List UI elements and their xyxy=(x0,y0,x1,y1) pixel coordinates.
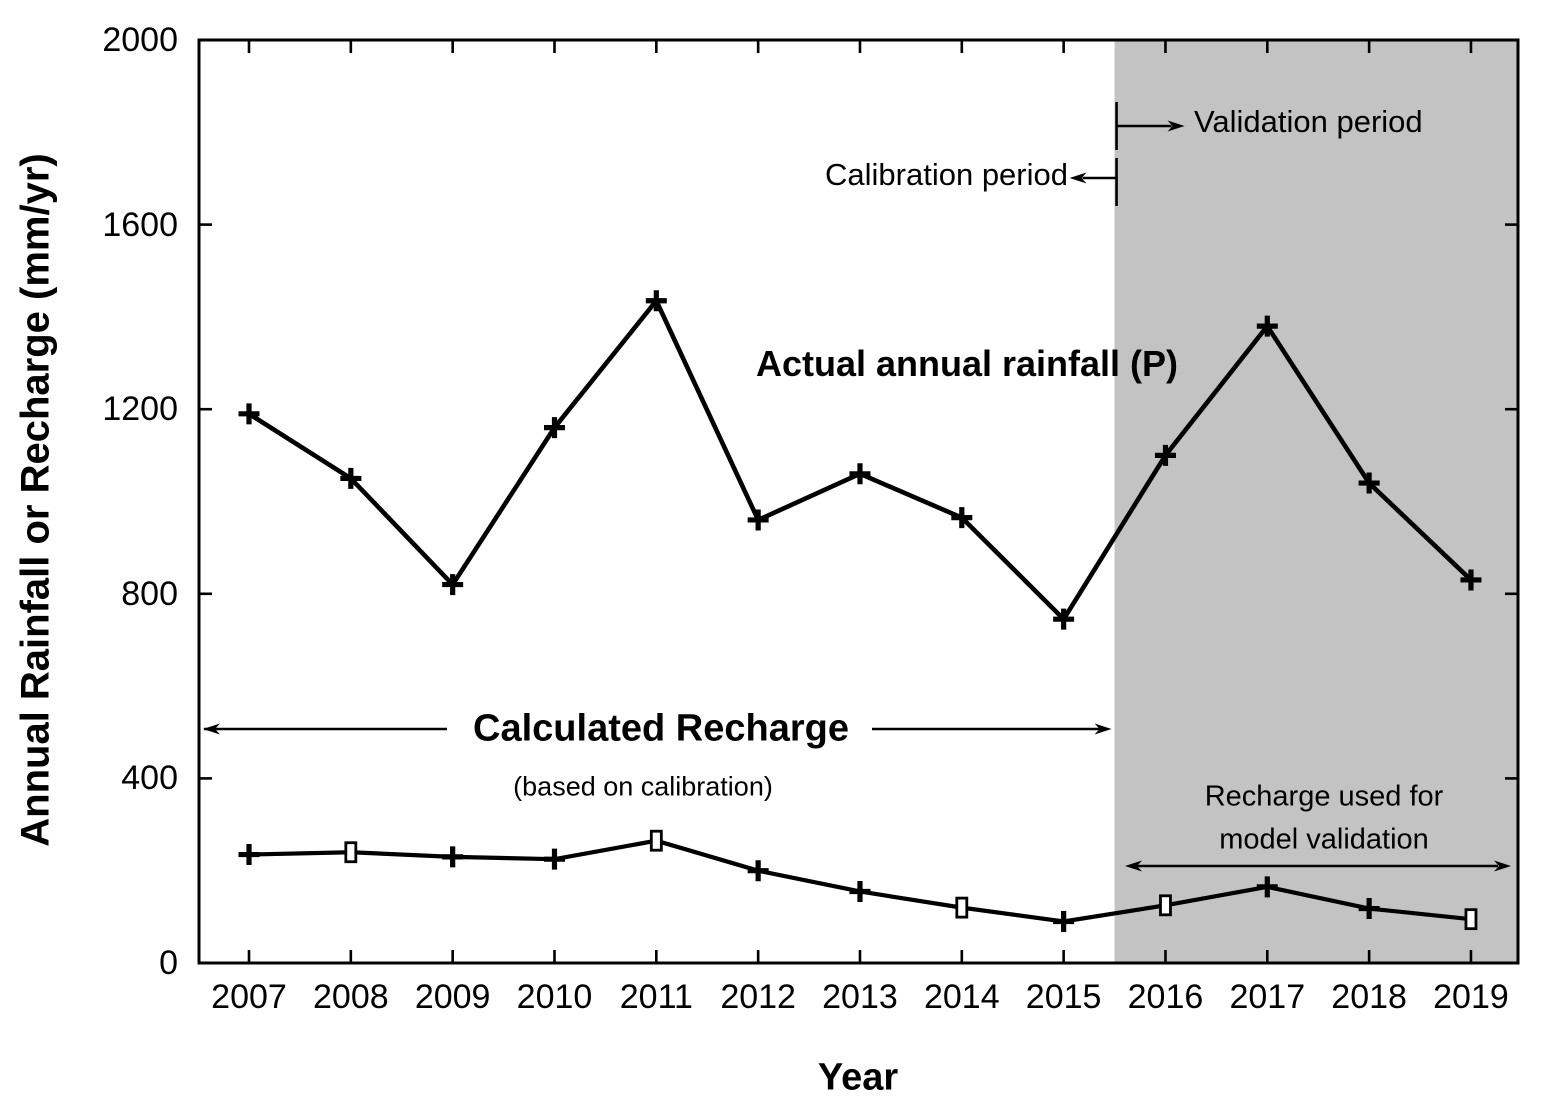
y-tick-label: 400 xyxy=(121,759,178,798)
data-point-marker-open xyxy=(649,829,663,852)
y-tick-label: 1600 xyxy=(102,205,178,244)
data-point-marker-plus xyxy=(543,848,565,870)
data-point-marker-plus xyxy=(1053,910,1075,932)
validation-shaded-region xyxy=(1114,40,1518,963)
x-tick-label: 2015 xyxy=(1025,978,1102,1016)
data-point-marker-plus xyxy=(645,290,667,312)
x-tick-label: 2011 xyxy=(619,978,693,1016)
data-point-marker-plus xyxy=(951,507,973,529)
data-point-marker-plus xyxy=(340,467,362,489)
data-point-marker-plus xyxy=(1154,444,1176,466)
x-tick-label: 2013 xyxy=(822,978,898,1016)
data-point-marker-plus xyxy=(747,509,769,531)
data-point-marker-open xyxy=(955,896,969,919)
data-point-marker-plus xyxy=(238,403,260,425)
x-tick-label: 2016 xyxy=(1127,978,1204,1016)
x-tick-label: 2014 xyxy=(923,978,1000,1016)
data-point-marker-plus xyxy=(442,574,464,596)
x-tick-label: 2018 xyxy=(1331,978,1407,1016)
data-point-marker-plus xyxy=(849,463,871,485)
plot-frame xyxy=(197,38,1520,965)
data-point-marker-plus xyxy=(747,860,769,882)
data-point-marker-plus xyxy=(1358,472,1380,494)
x-tick-label: 2007 xyxy=(211,978,287,1016)
y-tick-label: 0 xyxy=(159,944,178,982)
data-point-marker-open xyxy=(1464,908,1478,931)
y-axis-title: Annual Rainfall or Recharge (mm/yr) xyxy=(13,153,58,847)
validation-period-label: Validation period xyxy=(1194,104,1423,139)
x-tick-label: 2012 xyxy=(720,978,796,1016)
x-tick-label: 2017 xyxy=(1229,978,1306,1016)
data-point-marker-plus xyxy=(1358,898,1380,920)
data-point-marker-plus xyxy=(442,846,464,868)
y-tick-label: 800 xyxy=(121,574,178,613)
arrowhead xyxy=(203,723,220,735)
data-point-marker-plus xyxy=(238,844,260,866)
x-tick-label: 2009 xyxy=(414,978,491,1016)
data-point-marker-plus xyxy=(1460,569,1482,591)
data-point-marker-plus xyxy=(1256,876,1278,898)
data-point-marker-plus xyxy=(543,417,565,439)
x-tick-label: 2010 xyxy=(516,978,593,1016)
arrowhead xyxy=(1167,120,1185,132)
arrowhead xyxy=(1494,860,1511,872)
data-point-marker-plus xyxy=(1256,315,1278,337)
calculated-recharge-sublabel: (based on calibration) xyxy=(513,771,773,802)
y-tick-label: 2000 xyxy=(102,21,178,59)
rainfall-series-label: Actual annual rainfall (P) xyxy=(755,343,1179,384)
recharge-validation-label-line2: model validation xyxy=(1219,823,1429,856)
data-point-marker-open xyxy=(344,841,358,864)
calculated-recharge-label: Calculated Recharge xyxy=(473,707,849,750)
y-tick-label: 1200 xyxy=(102,390,178,429)
x-tick-label: 2019 xyxy=(1433,978,1509,1016)
arrowhead xyxy=(1094,723,1112,735)
x-axis-title: Year xyxy=(817,1056,899,1099)
data-point-marker-plus xyxy=(849,880,871,902)
data-point-marker-open xyxy=(1159,894,1172,917)
recharge-validation-label-line1: Recharge used for xyxy=(1204,780,1444,813)
calibration-period-label: Calibration period xyxy=(825,157,1068,192)
data-point-marker-plus xyxy=(1053,608,1075,630)
x-tick-label: 2008 xyxy=(313,978,389,1016)
arrowhead xyxy=(1125,860,1142,872)
arrowhead xyxy=(1069,172,1087,184)
